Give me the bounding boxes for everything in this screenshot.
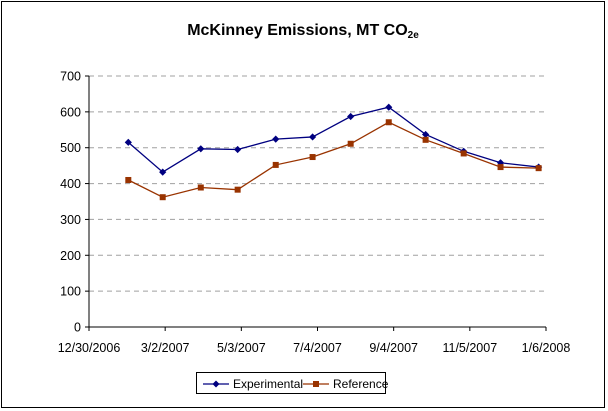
y-tick-label: 600 [60,105,81,119]
legend: Experimental Reference [196,372,388,394]
data-point-reference [460,150,467,157]
y-tick-label: 700 [60,70,81,84]
legend-item-reference: Reference [303,376,388,392]
y-tick-label: 200 [60,249,81,263]
y-axis-ticks: 0 100 200 300 400 500 600 700 [60,70,89,335]
data-point-experimental [159,168,167,176]
series-line-experimental [127,106,539,173]
data-point-reference [422,136,429,143]
legend-item-experimental: Experimental [203,376,303,392]
chart-title-text: McKinney Emissions, MT CO [187,22,408,39]
y-tick-label: 0 [74,321,81,335]
data-point-reference [497,164,504,171]
y-tick-label: 300 [60,213,81,227]
data-point-reference [159,194,166,201]
data-point-reference [272,161,279,168]
axes [88,76,546,328]
x-tick-label: 1/6/2008 [522,341,571,355]
data-point-reference [535,165,542,172]
y-tick-label: 500 [60,141,81,155]
data-point-reference [385,119,392,126]
data-point-experimental [197,145,205,153]
x-tick-label: 12/30/2006 [58,341,121,355]
data-point-reference [234,186,241,193]
series-markers [124,103,543,201]
y-tick-label: 100 [60,285,81,299]
x-axis-ticks: 12/30/2006 3/2/2007 5/3/2007 7/4/2007 9/4/20… [58,327,571,355]
data-point-experimental [234,145,242,154]
x-tick-label: 7/4/2007 [293,341,342,355]
x-tick-label: 5/3/2007 [217,341,266,355]
data-point-reference [125,176,132,183]
data-point-reference [197,184,204,191]
data-point-experimental [272,135,280,143]
data-point-experimental [308,133,317,141]
data-point-experimental [385,103,393,111]
chart-title: McKinney Emissions, MT CO2e [0,22,606,41]
legend-label-reference: Reference [333,377,389,391]
data-point-experimental [422,130,430,139]
legend-swatch-experimental [203,380,229,388]
data-point-experimental [347,112,355,121]
series-lines [127,106,539,198]
y-tick-label: 400 [60,177,81,191]
series-line-reference [128,121,539,198]
legend-swatch-reference [303,381,329,387]
chart-title-subscript: 2e [407,30,419,41]
data-point-experimental [124,138,132,146]
data-point-reference [347,140,354,147]
x-tick-label: 3/2/2007 [141,341,190,355]
data-point-reference [309,154,316,161]
x-tick-label: 11/5/2007 [442,341,497,355]
legend-label-experimental: Experimental [233,377,304,391]
x-tick-label: 9/4/2007 [369,341,418,355]
gridlines [89,75,546,292]
